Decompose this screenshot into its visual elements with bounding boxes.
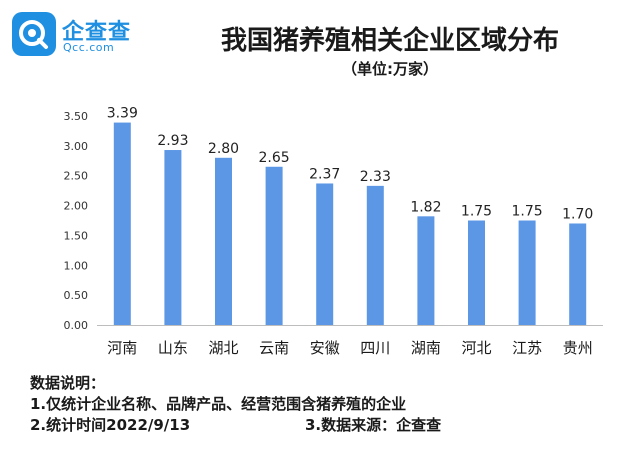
x-category-label: 贵州 bbox=[563, 339, 593, 357]
x-category-label: 四川 bbox=[360, 339, 390, 357]
bar bbox=[316, 183, 334, 325]
x-category-label: 河南 bbox=[107, 339, 137, 357]
bar-value-label: 1.75 bbox=[512, 204, 543, 220]
bar-value-label: 2.65 bbox=[259, 150, 290, 166]
bar bbox=[468, 220, 485, 325]
bar-value-label: 1.75 bbox=[461, 204, 492, 220]
x-category-label: 湖南 bbox=[411, 339, 441, 357]
bar-value-label: 2.37 bbox=[309, 166, 340, 182]
bar-value-label: 1.82 bbox=[410, 199, 441, 215]
y-tick-label: 2.50 bbox=[64, 170, 89, 183]
x-category-label: 山东 bbox=[158, 339, 188, 357]
bar bbox=[113, 122, 131, 325]
bar-value-label: 2.33 bbox=[360, 169, 391, 185]
x-category-label: 安徽 bbox=[310, 339, 340, 357]
y-tick-label: 0.00 bbox=[64, 319, 89, 332]
bar bbox=[164, 150, 182, 325]
notes-line-1: 1.仅统计企业名称、品牌产品、经营范围含猪养殖的企业 bbox=[30, 395, 407, 413]
y-tick-label: 0.50 bbox=[64, 289, 89, 302]
notes-stat-date: 2.统计时间2022/9/13 bbox=[30, 416, 191, 434]
notes-source: 3.数据来源：企查查 bbox=[305, 416, 442, 434]
y-tick-label: 3.50 bbox=[64, 110, 89, 123]
y-tick-label: 3.00 bbox=[64, 140, 89, 153]
bar bbox=[417, 216, 435, 325]
bar-value-label: 1.70 bbox=[562, 206, 593, 222]
x-category-label: 河北 bbox=[461, 339, 491, 357]
chart-unit: （单位:万家） bbox=[342, 60, 438, 78]
chart-title: 我国猪养殖相关企业区域分布 bbox=[220, 26, 559, 56]
x-category-label: 江苏 bbox=[512, 339, 542, 357]
bar bbox=[518, 220, 536, 325]
x-category-label: 云南 bbox=[259, 339, 289, 357]
bar bbox=[569, 223, 587, 325]
bar bbox=[366, 185, 384, 325]
data-notes: 数据说明： 1.仅统计企业名称、品牌产品、经营范围含猪养殖的企业 2.统计时间2… bbox=[30, 373, 590, 436]
y-tick-label: 1.00 bbox=[64, 259, 89, 272]
brand-domain: Qcc.com bbox=[63, 41, 115, 54]
y-tick-label: 2.00 bbox=[64, 200, 89, 213]
brand-name: 企查查 bbox=[62, 20, 132, 45]
bar-value-label: 3.39 bbox=[107, 106, 138, 122]
bar bbox=[215, 157, 232, 325]
brand-logo: 企查查 Qcc.com bbox=[12, 12, 142, 56]
bar-value-label: 2.80 bbox=[208, 141, 239, 157]
y-tick-label: 1.50 bbox=[64, 229, 89, 242]
bar bbox=[265, 166, 283, 325]
notes-heading: 数据说明： bbox=[30, 374, 106, 392]
bar-value-label: 2.93 bbox=[157, 133, 188, 149]
x-category-label: 湖北 bbox=[208, 339, 238, 357]
notes-line-2: 2.统计时间2022/9/13 3.数据来源：企查查 bbox=[30, 415, 590, 436]
qcc-logo-icon bbox=[12, 12, 56, 56]
